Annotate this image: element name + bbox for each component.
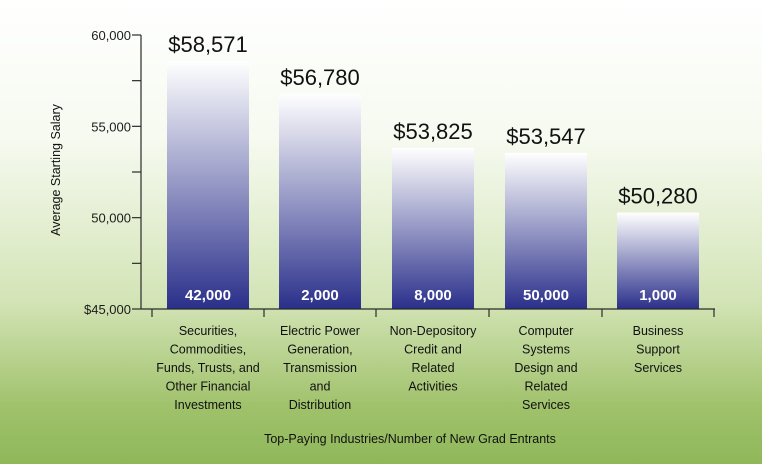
x-tick-label: Services (634, 361, 682, 375)
x-tick-label: Related (524, 380, 567, 394)
x-tick-label: Business (633, 324, 684, 338)
x-tick-label: Activities (408, 380, 457, 394)
bar (505, 152, 587, 309)
x-tick-label: Funds, Trusts, and (156, 361, 260, 375)
bar-value-label: $58,571 (168, 32, 248, 57)
x-tick-label: Credit and (404, 343, 462, 357)
x-tick-label: Other Financial (166, 380, 251, 394)
y-tick-label: 55,000 (91, 119, 131, 134)
x-tick-label: Transmission (283, 361, 357, 375)
x-tick-label: and (310, 380, 331, 394)
new-grad-count-label: 1,000 (639, 287, 677, 304)
x-tick-label: Non-Depository (390, 324, 478, 338)
x-tick-label: Distribution (289, 398, 352, 412)
bar (617, 212, 699, 309)
x-tick-label: Design and (514, 361, 577, 375)
new-grad-count-label: 50,000 (523, 287, 569, 304)
y-axis-title: Average Starting Salary (49, 103, 63, 236)
bar-value-label: $56,780 (280, 65, 360, 90)
x-tick-label: Electric Power (280, 324, 360, 338)
new-grad-count-label: 2,000 (301, 287, 339, 304)
x-tick-label: Systems (522, 343, 570, 357)
y-tick-label: 50,000 (91, 211, 131, 226)
x-tick-label: Computer (519, 324, 574, 338)
x-tick-label: Support (636, 343, 680, 357)
bar-value-label: $53,825 (393, 119, 473, 144)
x-tick-label: Services (522, 398, 570, 412)
y-tick-label: 60,000 (91, 28, 131, 43)
bar-value-label: $50,280 (618, 184, 698, 209)
bar (392, 147, 474, 309)
y-tick-label: $45,000 (84, 302, 131, 317)
x-axis-title: Top-Paying Industries/Number of New Grad… (264, 432, 556, 446)
bar (279, 93, 361, 309)
new-grad-count-label: 8,000 (414, 287, 452, 304)
bar-value-label: $53,547 (506, 124, 586, 149)
x-tick-label: Generation, (287, 343, 352, 357)
x-tick-label: Commodities, (170, 343, 246, 357)
new-grad-count-label: 42,000 (185, 287, 231, 304)
x-tick-label: Securities, (179, 324, 237, 338)
x-tick-label: Related (411, 361, 454, 375)
bar (167, 61, 249, 310)
x-tick-label: Investments (174, 398, 241, 412)
